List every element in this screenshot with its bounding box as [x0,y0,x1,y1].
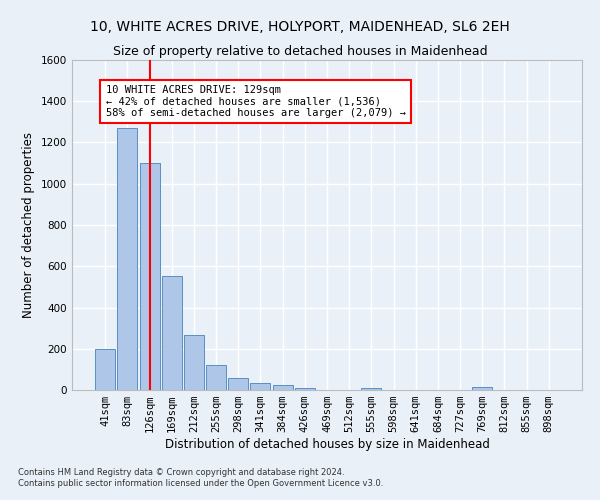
Bar [118,128,137,390]
Bar [472,387,492,390]
Bar [250,384,271,390]
Bar [228,378,248,390]
Text: Size of property relative to detached houses in Maidenhead: Size of property relative to detached ho… [113,45,487,58]
Text: 10, WHITE ACRES DRIVE, HOLYPORT, MAIDENHEAD, SL6 2EH: 10, WHITE ACRES DRIVE, HOLYPORT, MAIDENH… [90,20,510,34]
Bar [95,349,115,390]
X-axis label: Distribution of detached houses by size in Maidenhead: Distribution of detached houses by size … [164,438,490,451]
Bar [162,276,182,390]
Bar [361,388,382,390]
Text: Contains HM Land Registry data © Crown copyright and database right 2024.
Contai: Contains HM Land Registry data © Crown c… [18,468,383,487]
Text: 10 WHITE ACRES DRIVE: 129sqm
← 42% of detached houses are smaller (1,536)
58% of: 10 WHITE ACRES DRIVE: 129sqm ← 42% of de… [106,84,406,118]
Bar [184,336,204,390]
Y-axis label: Number of detached properties: Number of detached properties [22,132,35,318]
Bar [272,386,293,390]
Bar [206,365,226,390]
Bar [140,163,160,390]
Bar [295,388,315,390]
